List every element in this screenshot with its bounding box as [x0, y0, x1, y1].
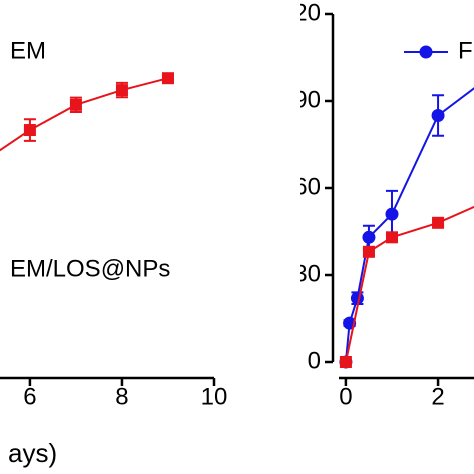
- point: [385, 207, 399, 221]
- point: [431, 109, 445, 122]
- point: [161, 72, 174, 85]
- x-tick-label: 8: [115, 383, 128, 410]
- right-panel: 0 2 0 30 60 90 120 Drug release (%) Fr: [248, 0, 474, 410]
- point: [362, 245, 375, 258]
- legend-marker: [419, 45, 433, 59]
- annotation: EM: [10, 37, 46, 64]
- point: [69, 98, 82, 111]
- y-tick-label: 30: [294, 260, 321, 287]
- y-tick-label: 90: [294, 86, 321, 113]
- point: [432, 216, 445, 229]
- y-axis-label: Drug release (%): [248, 90, 278, 287]
- y-tick-label: 60: [294, 173, 321, 200]
- point: [115, 84, 128, 97]
- x-tick-label: 10: [201, 383, 228, 410]
- point: [385, 231, 398, 244]
- point: [362, 230, 376, 244]
- legend-label: Fr: [458, 37, 474, 64]
- point: [339, 356, 352, 368]
- annotation: EM/LOS@NPs: [10, 255, 170, 282]
- x-tick-label: 0: [339, 383, 352, 410]
- x-tick-label: 2: [431, 383, 444, 410]
- y-tick-label: 0: [308, 347, 321, 374]
- series-line: [344, 87, 474, 363]
- y-tick-label: 120: [281, 0, 321, 26]
- left-panel: 6 8 10 ays) EM EM/LOS@NPs: [0, 37, 227, 468]
- x-tick-label: 6: [23, 383, 36, 410]
- x-axis-label: ays): [8, 438, 57, 468]
- point: [23, 124, 36, 137]
